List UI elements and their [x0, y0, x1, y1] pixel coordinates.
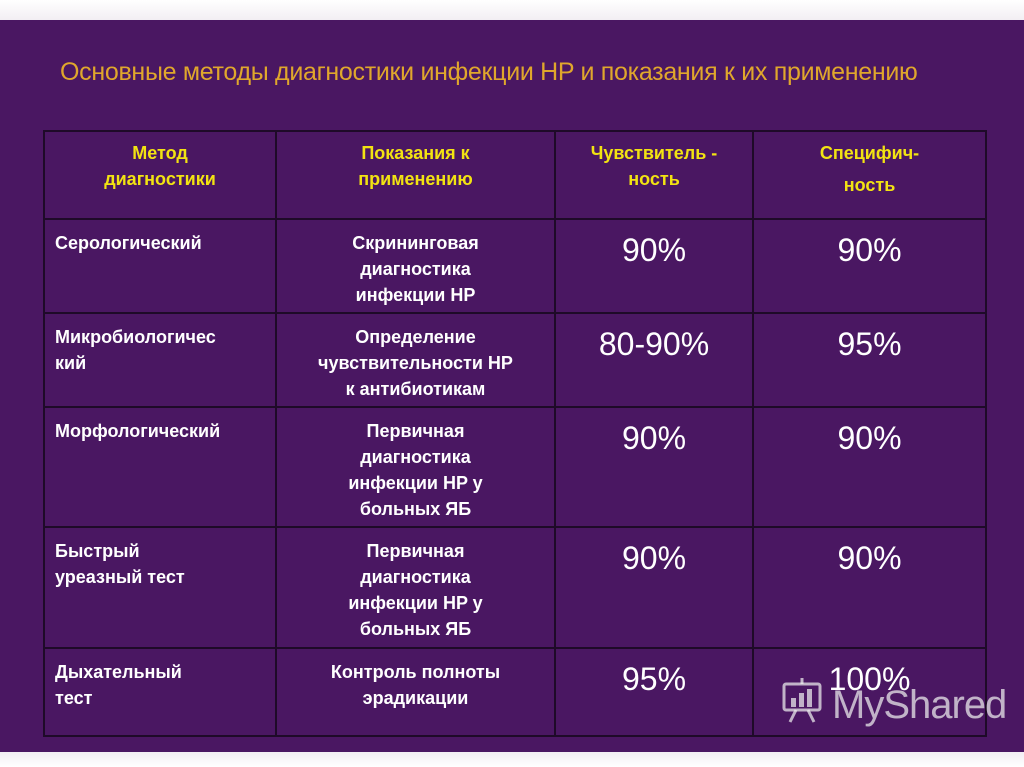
indication-line: Скрининговая — [352, 233, 479, 253]
method-line: кий — [55, 353, 87, 373]
method-line: Микробиологичес — [55, 327, 216, 347]
sensitivity-value: 90% — [554, 406, 754, 528]
specificity-value: 90% — [752, 218, 987, 314]
indication-line: Первичная — [366, 421, 465, 441]
diagnostics-table: Метод диагностики Показания к применению… — [43, 130, 987, 737]
header-sensitivity-line: Чувствитель - — [590, 143, 718, 163]
header-specificity-line: Специфич- — [819, 143, 920, 163]
indication-cell: Определение чувствительности HP к антиби… — [275, 312, 556, 408]
header-method-line: диагностики — [104, 169, 216, 189]
specificity-value: 95% — [752, 312, 987, 408]
watermark-text: MyShared — [832, 682, 1007, 727]
sensitivity-value: 90% — [554, 526, 754, 649]
header-specificity-line: ность — [843, 175, 896, 195]
indication-line: больных ЯБ — [359, 619, 472, 639]
indication-cell: Скрининговая диагностика инфекции HP — [275, 218, 556, 314]
indication-line: диагностика — [360, 259, 471, 279]
sensitivity-value: 90% — [554, 218, 754, 314]
indication-line: инфекции HP — [355, 285, 476, 305]
method-cell: Микробиологичес кий — [43, 312, 277, 408]
method-line: тест — [55, 688, 93, 708]
method-cell: Серологический — [43, 218, 277, 314]
method-line: Морфологический — [55, 421, 221, 441]
header-indication: Показания к применению — [275, 130, 556, 220]
slide-frame-bottom — [0, 752, 1024, 767]
method-line: Быстрый — [55, 541, 140, 561]
table-row: Дыхательный тест Контроль полноты эрадик… — [43, 647, 987, 737]
indication-line: к антибиотикам — [345, 379, 486, 399]
indication-line: инфекции HP у — [348, 473, 483, 493]
sensitivity-value: 95% — [554, 647, 754, 737]
indication-line: эрадикации — [362, 688, 469, 708]
indication-line: диагностика — [360, 447, 471, 467]
specificity-value: 90% — [752, 406, 987, 528]
header-indication-line: Показания к — [361, 143, 470, 163]
indication-line: Первичная — [366, 541, 465, 561]
method-line: уреазный тест — [55, 567, 185, 587]
header-sensitivity: Чувствитель - ность — [554, 130, 754, 220]
indication-cell: Контроль полноты эрадикации — [275, 647, 556, 737]
header-method-line: Метод — [132, 143, 188, 163]
table-row: Серологический Скрининговая диагностика … — [43, 218, 987, 314]
indication-line: Контроль полноты — [330, 662, 501, 682]
header-specificity: Специфич- ность — [752, 130, 987, 220]
table-row: Быстрый уреазный тест Первичная диагност… — [43, 526, 987, 649]
method-cell: Быстрый уреазный тест — [43, 526, 277, 649]
indication-cell: Первичная диагностика инфекции HP у боль… — [275, 526, 556, 649]
indication-line: диагностика — [360, 567, 471, 587]
header-sensitivity-line: ность — [628, 169, 680, 189]
slide-frame-top — [0, 0, 1024, 20]
method-line: Дыхательный — [55, 662, 182, 682]
table-header-row: Метод диагностики Показания к применению… — [43, 130, 987, 220]
indication-line: Определение — [355, 327, 476, 347]
header-indication-line: применению — [358, 169, 473, 189]
table-row: Морфологический Первичная диагностика ин… — [43, 406, 987, 528]
method-cell: Дыхательный тест — [43, 647, 277, 737]
indication-line: больных ЯБ — [359, 499, 472, 519]
presentation-board-icon — [778, 676, 826, 734]
indication-line: инфекции HP у — [348, 593, 483, 613]
sensitivity-value: 80-90% — [554, 312, 754, 408]
indication-cell: Первичная диагностика инфекции HP у боль… — [275, 406, 556, 528]
specificity-value: 90% — [752, 526, 987, 649]
slide-title: Основные методы диагностики инфекции HP … — [60, 58, 918, 86]
header-method: Метод диагностики — [43, 130, 277, 220]
myshared-watermark: MyShared — [778, 676, 1007, 734]
method-line: Серологический — [55, 233, 202, 253]
table-row: Микробиологичес кий Определение чувствит… — [43, 312, 987, 408]
method-cell: Морфологический — [43, 406, 277, 528]
indication-line: чувствительности HP — [318, 353, 513, 373]
